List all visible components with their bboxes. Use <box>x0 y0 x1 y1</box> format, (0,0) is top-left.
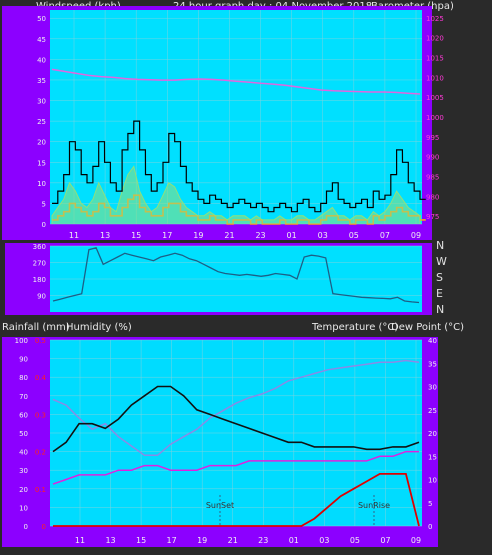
wind-tick-label: 35 <box>37 77 46 85</box>
wind-x-tick-label: 15 <box>131 231 141 240</box>
temperature-tick-label: 20 <box>428 430 437 438</box>
wind-x-tick-label: 23 <box>255 231 265 240</box>
wind-tick-label: 0 <box>42 221 46 229</box>
rainfall-tick-label: 0.5 <box>35 337 46 345</box>
wind-tick-label: 15 <box>37 159 46 167</box>
rainfall-tick-label: 0.2 <box>35 449 46 457</box>
wind-x-tick-label: 11 <box>69 231 79 240</box>
wind-average-area <box>51 165 421 224</box>
rainfall-line <box>53 472 420 527</box>
temp-x-tick-label: 13 <box>105 536 115 545</box>
temp-x-tick-label: 15 <box>136 536 146 545</box>
sunrise-label: SunRise <box>358 501 390 510</box>
wind-direction-line <box>52 247 420 304</box>
temp-x-tick-label: 21 <box>228 536 238 545</box>
temperature-tick-label: 0 <box>428 523 432 531</box>
temp-x-tick-label: 23 <box>258 536 268 545</box>
direction-tick-label: 180 <box>33 276 46 284</box>
barometer-tick-label: 1015 <box>426 55 444 63</box>
temperature-axis-title: Temperature (°C) <box>312 322 399 333</box>
wind-tick-label: 10 <box>37 180 46 188</box>
barometer-tick-label: 975 <box>426 213 439 221</box>
wind-x-tick-label: 09 <box>411 231 421 240</box>
wind-tick-label: 5 <box>42 200 46 208</box>
wind-tick-label: 40 <box>37 56 46 64</box>
temp-x-tick-label: 01 <box>289 536 299 545</box>
wind-plot-area <box>50 10 422 224</box>
wind-x-tick-label: 19 <box>193 231 203 240</box>
barometer-tick-label: 980 <box>426 193 439 201</box>
rainfall-tick-label: 0.1 <box>35 486 46 494</box>
direction-tick-label: 90 <box>37 293 46 301</box>
humidity-tick-label: 90 <box>19 356 28 364</box>
humidity-tick-label: 30 <box>19 467 28 475</box>
temperature-tick-label: 40 <box>428 337 437 345</box>
temp-x-tick-label: 05 <box>350 536 360 545</box>
direction-label-e: E <box>436 287 443 300</box>
humidity-tick-label: 20 <box>19 486 28 494</box>
wind-tick-label: 50 <box>37 15 46 23</box>
dewpoint-axis-title: Dew Point (°C) <box>391 322 465 333</box>
humidity-tick-label: 70 <box>19 393 28 401</box>
humidity-tick-label: 100 <box>15 337 28 345</box>
barometer-tick-label: 1025 <box>426 15 444 23</box>
temperature-tick-label: 25 <box>428 407 437 415</box>
temperature-tick-label: 10 <box>428 477 437 485</box>
wind-tick-label: 20 <box>37 139 46 147</box>
temp-x-tick-label: 17 <box>167 536 177 545</box>
sunset-label: SunSet <box>206 501 234 510</box>
rainfall-axis-title: Rainfall (mm) <box>2 322 70 333</box>
direction-label-n-top: N <box>436 239 445 252</box>
direction-label-n-bottom: N <box>436 303 445 316</box>
temp-x-tick-label: 11 <box>75 536 85 545</box>
rainfall-tick-label: 0.4 <box>35 374 47 382</box>
temperature-line <box>52 385 420 453</box>
direction-tick-label: 270 <box>33 260 46 268</box>
temp-x-tick-label: 09 <box>411 536 421 545</box>
barometer-tick-label: 1005 <box>426 94 444 102</box>
wind-x-tick-label: 05 <box>349 231 359 240</box>
direction-label-s: S <box>436 271 443 284</box>
barometer-line <box>51 68 421 95</box>
wind-x-tick-label: 03 <box>318 231 328 240</box>
rainfall-tick-label: 0.3 <box>35 411 46 419</box>
dewpoint-line <box>52 450 419 485</box>
temperature-tick-label: 35 <box>428 360 437 368</box>
wind-x-tick-label: 07 <box>380 231 390 240</box>
humidity-tick-label: 40 <box>19 449 28 457</box>
humidity-axis-title: Humidity (%) <box>66 322 132 333</box>
wind-x-tick-label: 21 <box>224 231 234 240</box>
wind-tick-label: 30 <box>37 98 46 106</box>
temperature-tick-label: 15 <box>428 453 437 461</box>
barometer-tick-label: 995 <box>426 134 439 142</box>
wind-x-tick-label: 17 <box>162 231 172 240</box>
rainfall-tick-label: 0 <box>42 523 46 531</box>
humidity-tick-label: 10 <box>19 504 28 512</box>
wind-x-tick-label: 01 <box>287 231 297 240</box>
wind-x-tick-label: 13 <box>100 231 110 240</box>
wind-tick-label: 25 <box>37 118 46 126</box>
direction-label-w: W <box>436 255 447 268</box>
humidity-tick-label: 50 <box>19 430 28 438</box>
barometer-tick-label: 1010 <box>426 74 444 82</box>
humidity-tick-label: 0 <box>24 523 28 531</box>
barometer-tick-label: 1000 <box>426 114 444 122</box>
barometer-tick-label: 1020 <box>426 35 444 43</box>
barometer-tick-label: 985 <box>426 173 439 181</box>
humidity-tick-label: 60 <box>19 411 28 419</box>
wind-tick-label: 45 <box>37 36 46 44</box>
direction-tick-label: 360 <box>33 243 46 251</box>
temperature-tick-label: 5 <box>428 500 432 508</box>
humidity-tick-label: 80 <box>19 374 28 382</box>
humidity-line <box>52 359 420 457</box>
barometer-tick-label: 990 <box>426 154 439 162</box>
temperature-tick-label: 30 <box>428 384 437 392</box>
temp-x-tick-label: 19 <box>197 536 207 545</box>
temp-x-tick-label: 03 <box>319 536 329 545</box>
wind-gust-line <box>52 120 426 213</box>
temp-x-tick-label: 07 <box>380 536 390 545</box>
